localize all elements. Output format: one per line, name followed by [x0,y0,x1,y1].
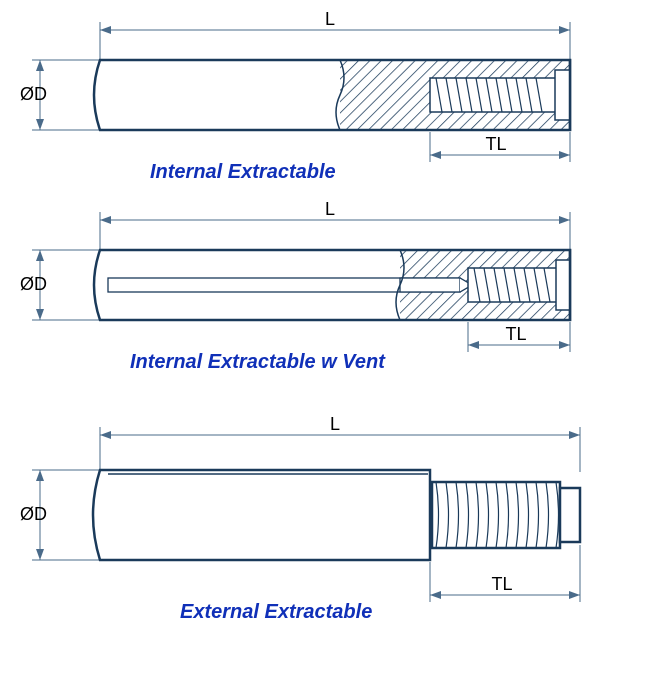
dim-label-L-2: L [325,199,335,219]
caption-vent: Internal Extractable w Vent [130,351,386,373]
dim-label-D-3: ØD [20,504,47,524]
dim-label-D: ØD [20,84,47,104]
diagram-internal-extractable: L ØD [20,9,570,183]
diagram-external: L ØD TL [20,414,580,623]
dim-label-TL-2: TL [505,324,526,344]
caption-internal: Internal Extractable [150,161,336,183]
dim-label-L: L [325,9,335,29]
dim-label-D-2: ØD [20,274,47,294]
diagram-internal-vent: L ØD TL [20,199,570,373]
dim-label-TL-3: TL [491,574,512,594]
dim-label-TL: TL [485,134,506,154]
caption-external: External Extractable [180,601,372,623]
diagram-canvas: L ØD [0,0,670,670]
dim-label-L-3: L [330,414,340,434]
pin-body-3 [93,470,430,560]
